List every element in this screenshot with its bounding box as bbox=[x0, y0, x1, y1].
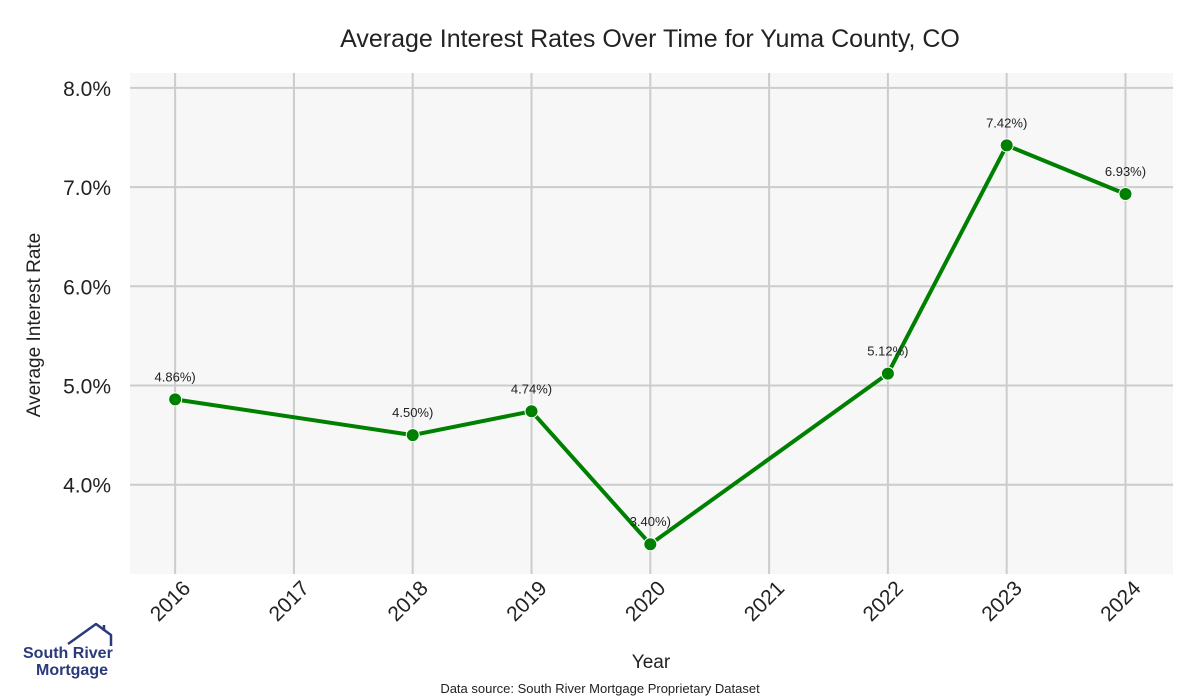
data-label-2018: 4.50%) bbox=[392, 405, 433, 420]
data-point-2018 bbox=[405, 428, 420, 443]
data-point-2020 bbox=[643, 537, 658, 552]
data-point-2024 bbox=[1118, 187, 1133, 202]
data-point-2016 bbox=[168, 392, 183, 407]
data-points bbox=[168, 138, 1133, 552]
x-tick-label: 2019 bbox=[502, 577, 551, 626]
y-tick-label: 7.0% bbox=[63, 177, 111, 200]
y-tick-label: 8.0% bbox=[63, 78, 111, 101]
x-tick-label: 2020 bbox=[621, 577, 670, 626]
x-tick-label: 2018 bbox=[383, 577, 432, 626]
grid-lines bbox=[130, 73, 1173, 574]
logo-text-line1: South River bbox=[23, 645, 113, 662]
x-tick-label: 2022 bbox=[859, 577, 908, 626]
company-logo: South River Mortgage bbox=[23, 622, 113, 679]
x-tick-label: 2021 bbox=[740, 577, 789, 626]
y-axis-ticks: 4.0% 5.0% 6.0% 7.0% 8.0% bbox=[63, 78, 111, 498]
x-tick-label: 2017 bbox=[265, 577, 314, 626]
data-point-2022 bbox=[880, 366, 895, 381]
x-axis-ticks: 2016 2017 2018 2019 2020 2021 2022 2023 2024 bbox=[146, 577, 1146, 627]
x-tick-label: 2016 bbox=[146, 577, 195, 626]
data-point-2023 bbox=[999, 138, 1014, 153]
x-axis-label: Year bbox=[632, 652, 671, 673]
y-tick-label: 5.0% bbox=[63, 376, 111, 399]
data-label-2023: 7.42%) bbox=[986, 115, 1027, 130]
data-point-2019 bbox=[524, 404, 539, 419]
chart-title: Average Interest Rates Over Time for Yum… bbox=[340, 25, 960, 53]
y-tick-label: 6.0% bbox=[63, 276, 111, 299]
data-label-2016: 4.86%) bbox=[155, 369, 196, 384]
data-label-2022: 5.12%) bbox=[867, 344, 908, 359]
data-label-2019: 4.74%) bbox=[511, 381, 552, 396]
logo-text-line2: Mortgage bbox=[36, 662, 108, 679]
x-tick-label: 2024 bbox=[1096, 577, 1146, 627]
y-axis-label: Average Interest Rate bbox=[24, 233, 45, 417]
data-source-note: Data source: South River Mortgage Propri… bbox=[440, 681, 760, 696]
data-label-2024: 6.93%) bbox=[1105, 164, 1146, 179]
y-tick-label: 4.0% bbox=[63, 475, 111, 498]
x-tick-label: 2023 bbox=[977, 577, 1026, 626]
data-labels: 4.86%) 4.50%) 4.74%) 3.40%) 5.12%) 7.42%) 6.93… bbox=[155, 115, 1147, 529]
data-label-2020: 3.40%) bbox=[630, 514, 671, 529]
